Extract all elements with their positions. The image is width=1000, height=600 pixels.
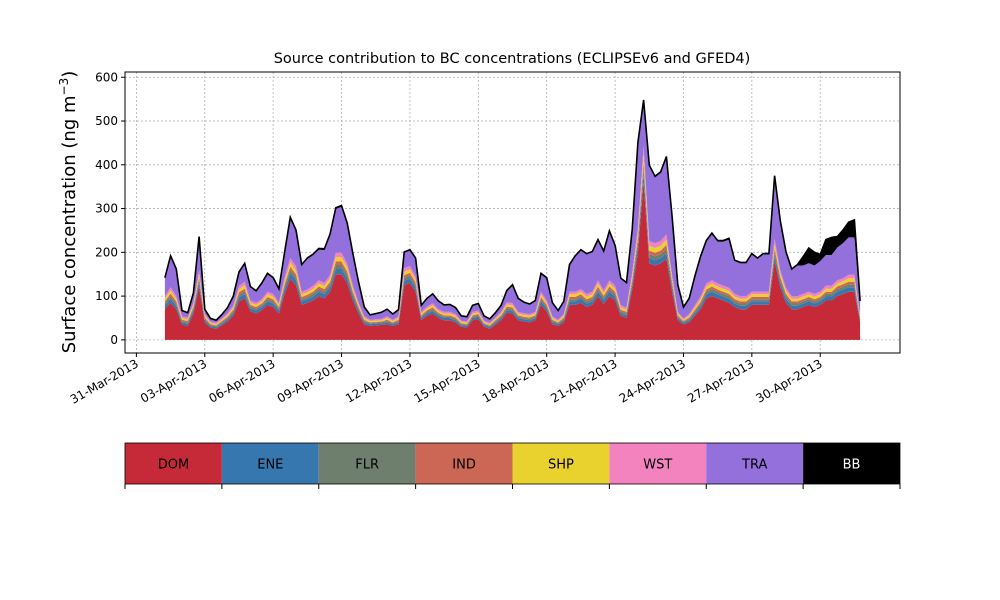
legend-label-flr: FLR [355, 458, 379, 473]
legend-label-wst: WST [643, 458, 672, 473]
legend-label-ind: IND [452, 458, 476, 473]
y-tick-label: 300 [95, 202, 118, 216]
legend-swatch-wst [609, 443, 707, 484]
x-tick-label: 27-Apr-2013 [685, 356, 756, 405]
legend-swatch-ind [415, 443, 513, 484]
y-tick-label: 200 [95, 245, 118, 259]
y-tick-label: 100 [95, 289, 118, 303]
total-line-group [164, 99, 861, 322]
legend-label-bb: BB [843, 458, 861, 473]
y-axis-label: Surface concentration (ng m−3) [57, 71, 80, 354]
x-tick-label: 24-Apr-2013 [617, 356, 688, 405]
series-areas [164, 100, 861, 340]
x-tick-label: 15-Apr-2013 [412, 356, 483, 405]
x-tick-label: 21-Apr-2013 [548, 356, 619, 405]
legend-swatch-flr [318, 443, 416, 484]
legend-swatch-tra [706, 443, 804, 484]
y-axis-label-close: ) [59, 71, 80, 78]
legend-label-tra: TRA [741, 458, 767, 473]
axes-frame [124, 71, 901, 354]
legend-label-shp: SHP [548, 458, 574, 473]
total-line [164, 99, 861, 322]
y-tick-label: 400 [95, 158, 118, 172]
legend: DOM ENE FLR IND SHP WST TRA BB [124, 442, 901, 489]
x-tick-label: 09-Apr-2013 [275, 356, 346, 405]
legend-swatch-bb [803, 443, 900, 484]
legend-swatch-shp [512, 443, 610, 484]
y-tick-label: 0 [110, 333, 118, 347]
area-dom [164, 182, 861, 340]
legend-swatch-dom [125, 443, 222, 484]
area-tra [164, 102, 861, 323]
y-axis: 0 100 200 300 400 500 600 [95, 70, 125, 347]
x-axis: 31-Mar-201303-Apr-201306-Apr-201309-Apr-… [68, 353, 825, 407]
y-axis-label-main: Surface concentration (ng m [59, 95, 80, 353]
x-tick-label: 03-Apr-2013 [138, 356, 209, 405]
y-tick-label: 500 [95, 114, 118, 128]
x-tick-label: 30-Apr-2013 [753, 356, 824, 405]
x-tick-label: 18-Apr-2013 [480, 356, 551, 405]
legend-frame [124, 442, 901, 485]
y-axis-label-exponent: −3 [57, 78, 71, 96]
x-tick-label: 06-Apr-2013 [206, 356, 277, 405]
chart-title: Source contribution to BC concentrations… [274, 51, 751, 67]
legend-label-ene: ENE [257, 458, 283, 473]
legend-swatch-ene [221, 443, 319, 484]
y-tick-label: 600 [95, 70, 118, 84]
x-tick-label: 12-Apr-2013 [343, 356, 414, 405]
legend-label-dom: DOM [158, 458, 189, 473]
x-tick-label: 31-Mar-2013 [68, 356, 141, 406]
